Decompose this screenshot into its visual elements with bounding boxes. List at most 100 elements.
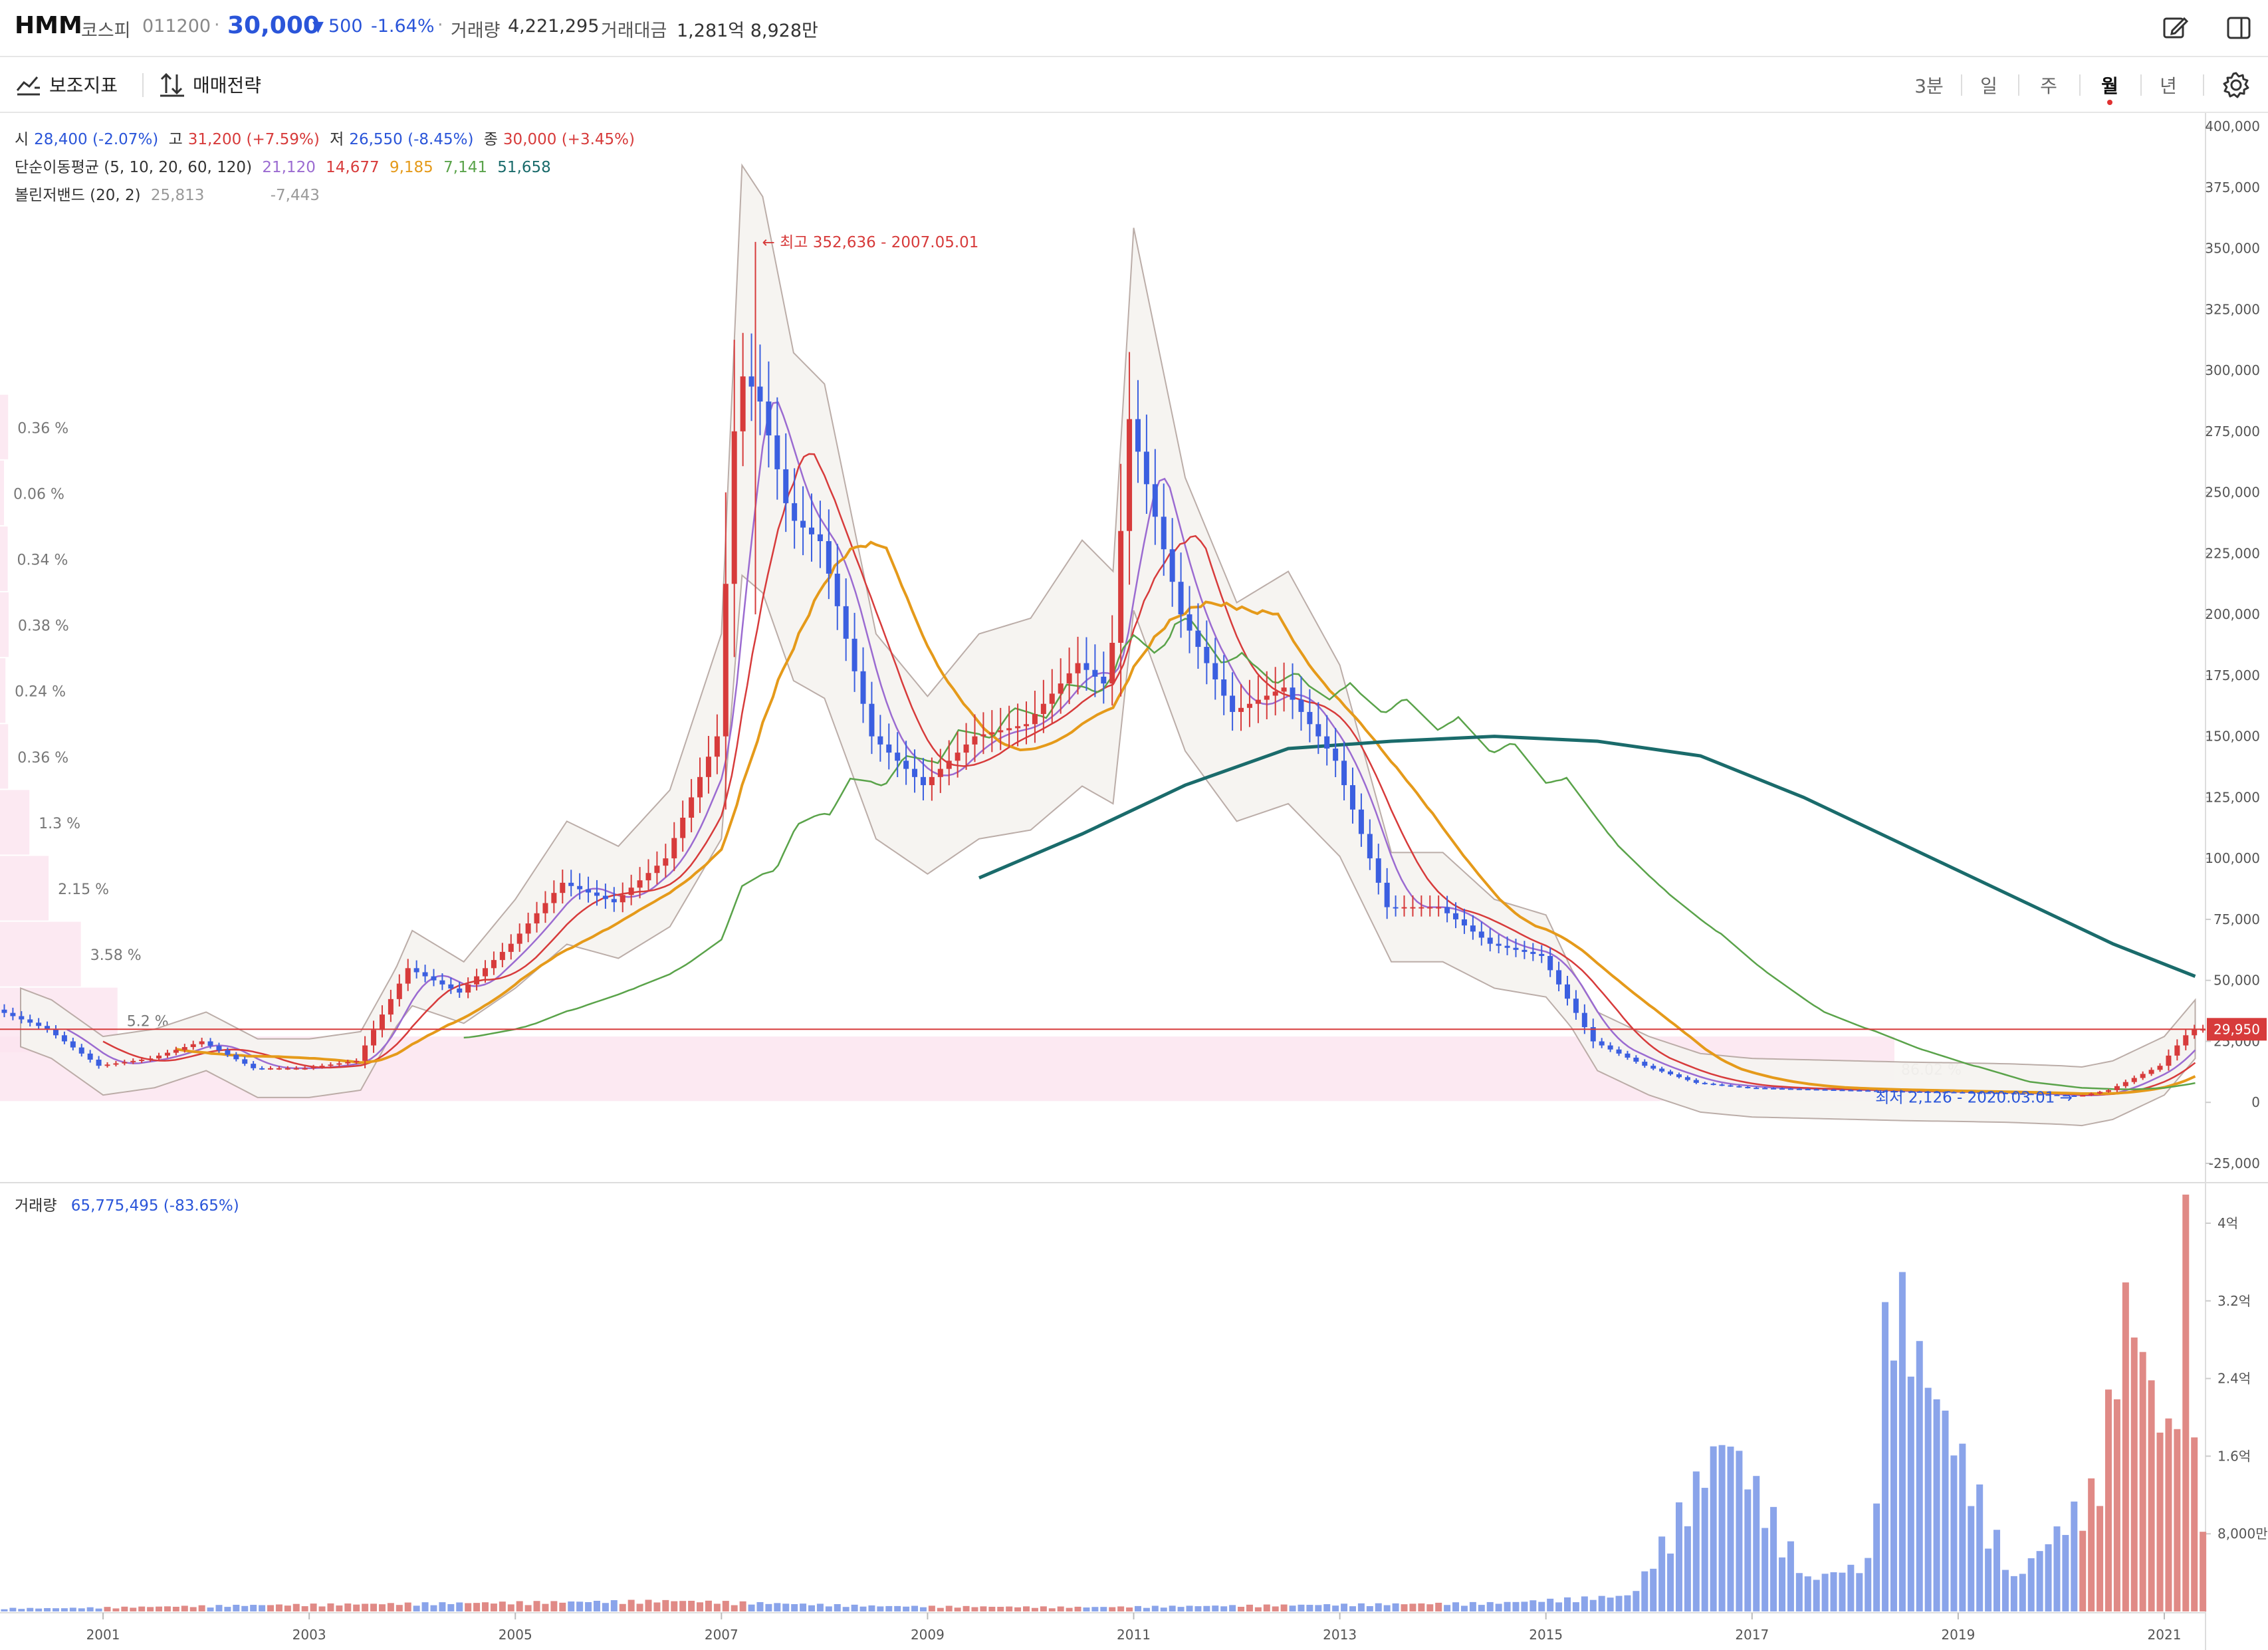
candle-body — [1581, 1012, 1587, 1028]
candle-body — [998, 730, 1004, 733]
sma-label: 단순이동평균 (5, 10, 20, 60, 120) — [15, 159, 253, 176]
indicator-line-icon — [16, 76, 40, 96]
volume-bar — [9, 1607, 17, 1611]
volume-value: 4,221,295 — [508, 16, 600, 37]
bollinger-info[interactable]: 볼린저밴드 (20, 2) 25,813 -7,443 — [15, 182, 325, 205]
settings-gear-icon[interactable] — [2221, 70, 2251, 100]
candle-body — [886, 744, 892, 753]
price-chart[interactable]: 0.36 % 0.06 % 0.34 % 0.38 % 0.24 % 0.36 % 1.3 … — [0, 113, 2268, 1183]
volume-bar — [1865, 1558, 1872, 1611]
sma-info[interactable]: 단순이동평균 (5, 10, 20, 60, 120) 21,120 14,67… — [15, 154, 556, 177]
volume-bar — [1770, 1506, 1777, 1611]
candle-body — [1384, 882, 1390, 907]
period-divider — [2018, 74, 2019, 96]
side-panel-icon[interactable] — [2224, 13, 2253, 43]
sma20-value: 9,185 — [389, 159, 433, 176]
volume-bar — [1692, 1471, 1700, 1611]
y-tick-label: 300,000 — [2205, 362, 2260, 378]
low-label: 저 — [330, 131, 344, 148]
volume-bar — [1504, 1601, 1511, 1611]
candle-body — [1882, 1090, 1888, 1092]
candle-body — [181, 1047, 187, 1050]
volume-bar — [1830, 1572, 1837, 1611]
volume-bar — [1933, 1399, 1940, 1611]
volume-bar — [576, 1601, 584, 1611]
candle-body — [1, 1009, 7, 1013]
volume-bar — [387, 1603, 394, 1611]
volume-bar — [353, 1604, 360, 1611]
candle-body — [508, 943, 514, 952]
volume-bar — [35, 1608, 43, 1611]
candle-body — [1461, 919, 1467, 926]
volume-bar — [1401, 1604, 1408, 1611]
candle-body — [53, 1029, 58, 1036]
volume-bars — [1, 1194, 2207, 1611]
candle-body — [1307, 711, 1313, 725]
candle-body — [594, 892, 600, 896]
candle-body — [1805, 1089, 1811, 1091]
candle-body — [955, 753, 961, 761]
candle-body — [1118, 530, 1124, 643]
period-tab-week[interactable]: 주 — [2040, 75, 2057, 97]
candle-body — [834, 573, 840, 606]
volume-bar — [284, 1605, 291, 1611]
candle-body — [422, 972, 428, 977]
indicators-button[interactable]: 보조지표 — [15, 69, 118, 100]
strategy-button[interactable]: 매매전략 — [158, 69, 261, 100]
volume-bar — [378, 1604, 386, 1611]
candle-body — [1650, 1066, 1656, 1069]
candle-body — [1436, 907, 1442, 909]
volume-bar — [2139, 1352, 2146, 1611]
candle-body — [1255, 699, 1261, 704]
open-label: 시 — [15, 131, 29, 148]
volume-profile-label: 0.36 % — [17, 750, 68, 766]
candle-body — [654, 866, 660, 874]
volume-bar — [2130, 1337, 2138, 1611]
candle-body — [663, 858, 669, 866]
edit-icon[interactable] — [2160, 13, 2190, 43]
volume-bar — [1753, 1476, 1760, 1611]
candle-body — [1908, 1091, 1914, 1093]
period-divider — [2079, 74, 2081, 96]
candle-body — [1092, 669, 1098, 677]
volume-bar — [1134, 1605, 1141, 1611]
candle-body — [302, 1068, 308, 1070]
volume-profile-bar — [0, 460, 4, 525]
volume-chart[interactable]: 4억 3.2억 2.4억 1.6억 8,000만 2001 2003 2005 2007 2009… — [0, 1183, 2268, 1650]
x-tick-label: 2021 — [2148, 1627, 2182, 1643]
volume-bar — [499, 1601, 506, 1611]
volume-bar — [301, 1606, 308, 1611]
period-tab-month[interactable]: 월 — [2101, 75, 2118, 97]
period-tab-day[interactable]: 일 — [1980, 75, 1997, 97]
candle-body — [2028, 1094, 2034, 1096]
volume-bar — [1890, 1360, 1897, 1611]
volume-bar — [1950, 1455, 1958, 1611]
volume-bar — [1907, 1376, 1914, 1611]
candle-body — [1410, 907, 1416, 909]
candle-body — [499, 951, 505, 961]
volume-bar — [1787, 1541, 1794, 1611]
period-tab-3min[interactable]: 3분 — [1914, 75, 1944, 97]
volume-bar — [1306, 1605, 1313, 1611]
volume-bar — [1624, 1595, 1631, 1611]
high-annotation: ← 최고 352,636 - 2007.05.01 — [762, 234, 978, 251]
volume-bar — [2174, 1429, 2181, 1611]
candle-body — [1264, 695, 1270, 700]
volume-panel-value: 65,775,495 (-83.65%) — [70, 1197, 239, 1215]
candle-body — [1049, 693, 1055, 704]
period-tab-year[interactable]: 년 — [2160, 75, 2177, 97]
candle-body — [1530, 951, 1536, 954]
candle-body — [78, 1047, 84, 1054]
volume-bar — [1109, 1607, 1116, 1611]
volume-profile-label: 0.36 % — [17, 420, 68, 437]
candle-body — [929, 776, 935, 786]
volume-y-tick-label: 4억 — [2217, 1215, 2238, 1231]
stock-code: 011200 — [142, 16, 211, 37]
volume-bar — [697, 1602, 704, 1611]
candle-body — [1659, 1068, 1665, 1072]
toolbar-divider — [142, 73, 144, 97]
bollinger-band — [20, 163, 2196, 1127]
volume-bar — [456, 1602, 463, 1611]
volume-profile-bar — [0, 394, 9, 459]
candle-body — [1444, 907, 1450, 913]
